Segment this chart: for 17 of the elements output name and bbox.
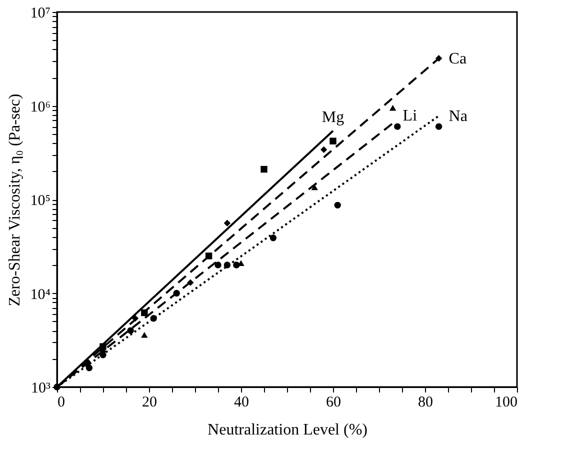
y-axis-title: Zero-Shear Viscosity, η₀ (Pa-sec) bbox=[6, 94, 24, 306]
series-label: Li bbox=[402, 107, 418, 124]
x-tick-label: 80 bbox=[418, 394, 433, 410]
y-tick-label: 10⁶ bbox=[30, 99, 50, 116]
x-tick-label: 40 bbox=[234, 394, 249, 410]
series-label: Na bbox=[448, 108, 468, 125]
y-tick-label: 10⁵ bbox=[30, 193, 50, 209]
series-label: Mg bbox=[322, 108, 344, 126]
x-axis-title: Neutralization Level (%) bbox=[208, 422, 368, 438]
y-tick-label: 10⁴ bbox=[30, 286, 50, 303]
x-tick-label: 100 bbox=[495, 394, 518, 410]
x-tick-label: 60 bbox=[326, 394, 341, 410]
y-tick-label: 10³ bbox=[31, 380, 51, 396]
series-label: Ca bbox=[448, 50, 467, 68]
x-tick-label: 20 bbox=[142, 394, 157, 410]
y-tick-label: 10⁷ bbox=[30, 6, 50, 22]
x-tick-label: 0 bbox=[58, 394, 65, 410]
